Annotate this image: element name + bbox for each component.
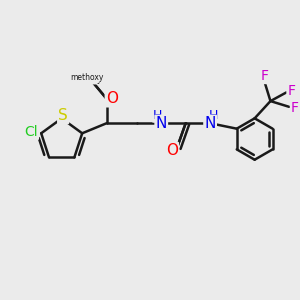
Text: O: O — [106, 91, 118, 106]
Text: F: F — [291, 101, 299, 115]
Text: methoxy: methoxy — [70, 73, 104, 82]
Text: F: F — [260, 69, 268, 83]
Text: N: N — [204, 116, 216, 131]
Text: methyl: methyl — [73, 75, 105, 84]
Text: N: N — [156, 116, 167, 131]
Text: S: S — [58, 108, 68, 123]
Text: H: H — [209, 109, 218, 122]
Text: O: O — [166, 143, 178, 158]
Text: Cl: Cl — [24, 125, 38, 139]
Text: F: F — [287, 84, 296, 98]
Text: H: H — [153, 109, 163, 122]
